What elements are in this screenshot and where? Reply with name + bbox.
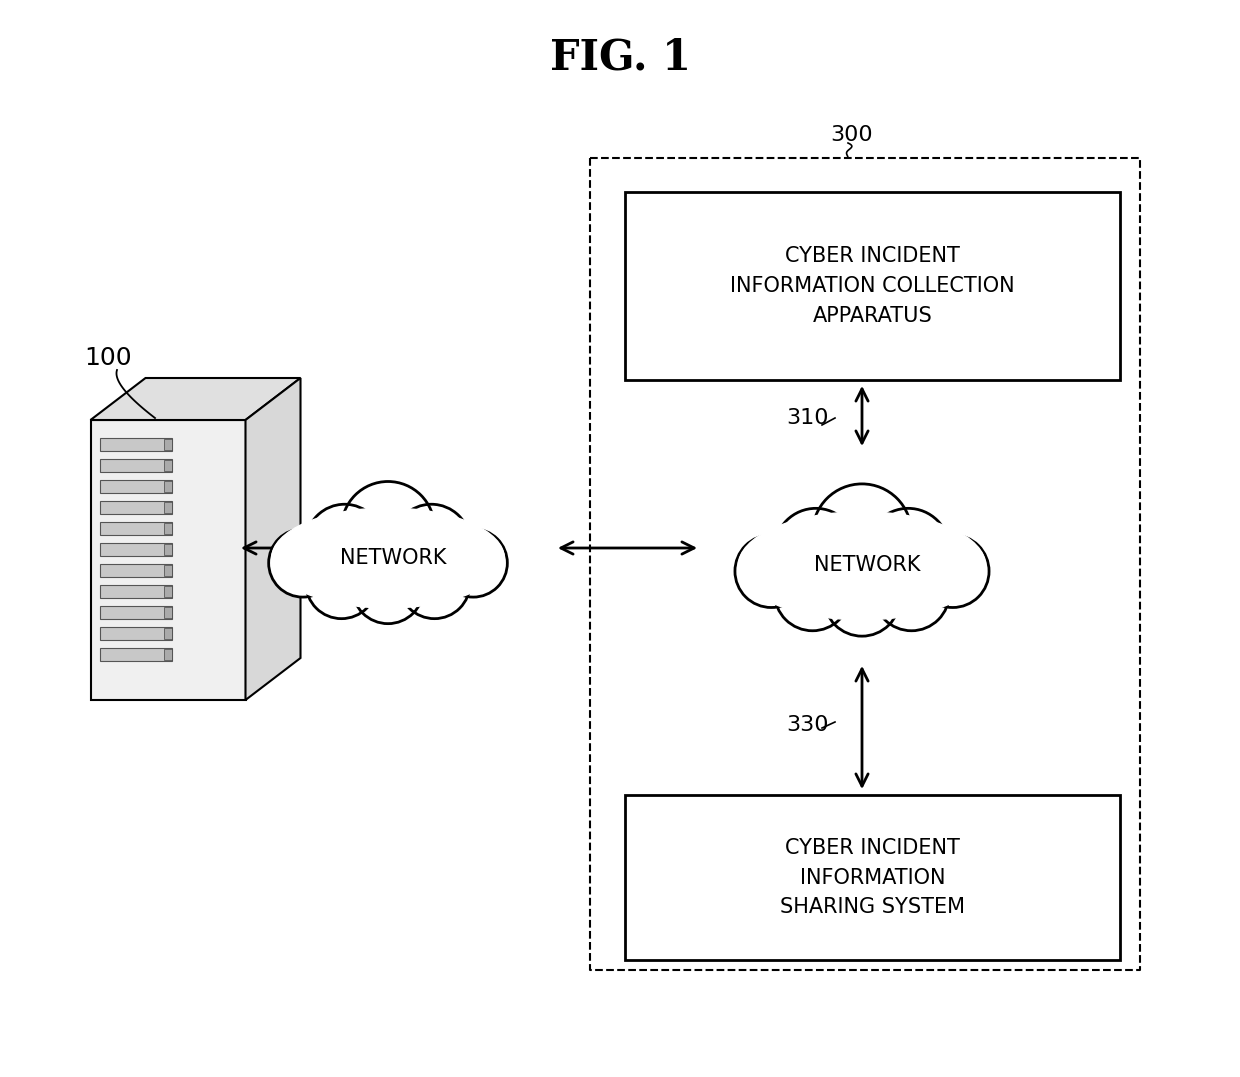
Circle shape	[393, 504, 470, 582]
Text: FIG. 1: FIG. 1	[549, 37, 691, 79]
Text: 310: 310	[786, 408, 830, 428]
Ellipse shape	[738, 512, 986, 619]
Circle shape	[735, 535, 807, 607]
Circle shape	[306, 504, 383, 582]
Polygon shape	[100, 522, 172, 535]
Polygon shape	[164, 607, 172, 618]
Circle shape	[867, 508, 950, 591]
Polygon shape	[100, 480, 172, 493]
Circle shape	[825, 560, 900, 637]
Circle shape	[439, 529, 507, 597]
Polygon shape	[164, 502, 172, 513]
Circle shape	[306, 547, 377, 618]
Polygon shape	[100, 459, 172, 472]
Text: 300: 300	[831, 125, 873, 145]
Polygon shape	[164, 586, 172, 597]
FancyBboxPatch shape	[625, 192, 1120, 380]
Text: CYBER INCIDENT
INFORMATION COLLECTION
APPARATUS: CYBER INCIDENT INFORMATION COLLECTION AP…	[730, 247, 1014, 325]
Polygon shape	[100, 648, 172, 661]
Circle shape	[352, 553, 424, 624]
Polygon shape	[100, 564, 172, 577]
Text: 100: 100	[84, 346, 131, 370]
Polygon shape	[100, 438, 172, 451]
Polygon shape	[164, 628, 172, 639]
Text: NETWORK: NETWORK	[340, 548, 446, 568]
Polygon shape	[164, 481, 172, 492]
Polygon shape	[246, 378, 300, 700]
Polygon shape	[164, 649, 172, 660]
Circle shape	[775, 555, 851, 631]
Text: NETWORK: NETWORK	[813, 555, 920, 575]
Polygon shape	[100, 627, 172, 640]
Circle shape	[873, 555, 950, 631]
Polygon shape	[100, 543, 172, 556]
Polygon shape	[100, 501, 172, 514]
Circle shape	[775, 508, 857, 591]
Circle shape	[399, 547, 470, 618]
Circle shape	[269, 529, 337, 597]
Polygon shape	[164, 439, 172, 450]
Polygon shape	[100, 585, 172, 598]
Polygon shape	[91, 420, 246, 700]
Polygon shape	[164, 565, 172, 576]
Polygon shape	[164, 460, 172, 471]
Polygon shape	[91, 378, 300, 420]
Polygon shape	[164, 544, 172, 555]
Circle shape	[341, 481, 434, 574]
Polygon shape	[100, 606, 172, 619]
Circle shape	[916, 535, 990, 607]
FancyBboxPatch shape	[625, 795, 1120, 960]
Circle shape	[812, 484, 911, 583]
Ellipse shape	[272, 508, 505, 609]
Text: CYBER INCIDENT
INFORMATION
SHARING SYSTEM: CYBER INCIDENT INFORMATION SHARING SYSTE…	[780, 838, 965, 918]
Text: 330: 330	[786, 715, 830, 735]
Polygon shape	[164, 523, 172, 534]
